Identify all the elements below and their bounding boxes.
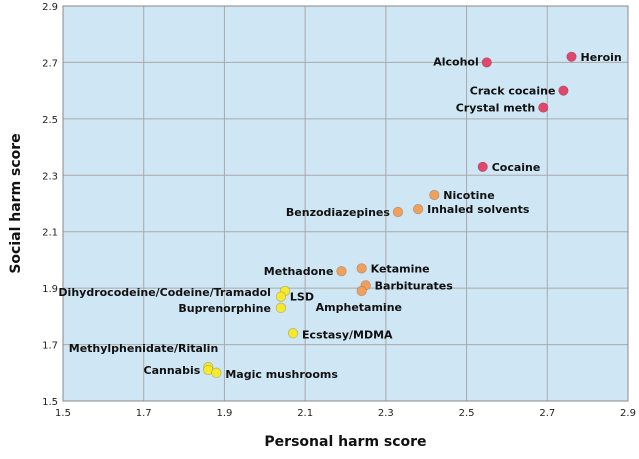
data-point [566,51,577,62]
point-label: Nicotine [443,189,494,202]
point-label: Amphetamine [316,301,402,314]
y-tick-label: 1.5 [42,397,58,408]
point-label: Magic mushrooms [225,368,338,381]
plot-area [63,6,628,401]
point-label: Ketamine [371,262,430,275]
data-point [558,85,569,96]
x-tick-label: 2.3 [378,408,394,419]
point-label: Methadone [264,265,334,278]
y-tick-label: 1.9 [42,284,58,295]
point-label: Alcohol [433,55,479,68]
point-label: Crystal meth [456,102,536,115]
x-axis-title: Personal harm score [264,434,426,450]
x-tick-label: 1.9 [216,408,232,419]
point-label: Cannabis [144,364,201,377]
data-point [211,367,222,378]
point-label: Dihydrocodeine/Codeine/Tramadol [58,286,271,299]
point-label: Inhaled solvents [427,203,530,216]
point-label: Crack cocaine [470,85,556,98]
y-tick-label: 2.1 [42,228,58,239]
data-point [481,57,492,68]
point-label: Heroin [581,51,622,64]
y-axis-ticks: 1.5 1.7 1.9 2.1 2.3 2.5 2.7 2.9 [42,2,58,408]
data-point [392,206,404,218]
y-tick-label: 2.5 [42,115,58,126]
point-label: LSD [290,291,314,304]
data-point [356,285,367,297]
point-label: Methylphenidate/Ritalin [69,342,219,355]
data-point [275,302,287,313]
data-point [413,204,424,215]
plot-frame [62,5,629,402]
data-point [538,102,549,113]
x-axis-ticks: 1.5 1.7 1.9 2.1 2.3 2.5 2.7 2.9 [55,408,636,419]
data-point [287,328,299,339]
x-tick-label: 2.1 [297,408,313,419]
data-points [203,51,577,378]
point-label: Ecstasy/MDMA [302,328,393,341]
point-label: Benzodiazepines [286,206,391,219]
x-tick-label: 1.7 [136,408,152,419]
x-tick-label: 2.5 [459,408,475,419]
point-label: Buprenorphine [178,302,271,315]
x-tick-label: 2.9 [620,408,636,419]
data-point [429,189,440,201]
point-label: Cocaine [492,161,541,174]
y-tick-label: 2.7 [42,58,58,69]
y-tick-label: 1.7 [42,341,58,352]
data-point [275,291,287,302]
point-label: Barbiturates [375,279,454,292]
y-axis-title: Social harm score [8,133,24,273]
data-point [477,161,488,172]
x-tick-label: 1.5 [55,408,71,419]
x-tick-label: 2.7 [539,408,555,419]
point-labels: Heroin Alcohol Crack cocaine Crystal meth Co… [58,51,621,381]
y-tick-label: 2.3 [42,171,58,182]
data-point [356,263,367,274]
data-point [336,266,347,277]
y-tick-label: 2.9 [42,2,58,13]
